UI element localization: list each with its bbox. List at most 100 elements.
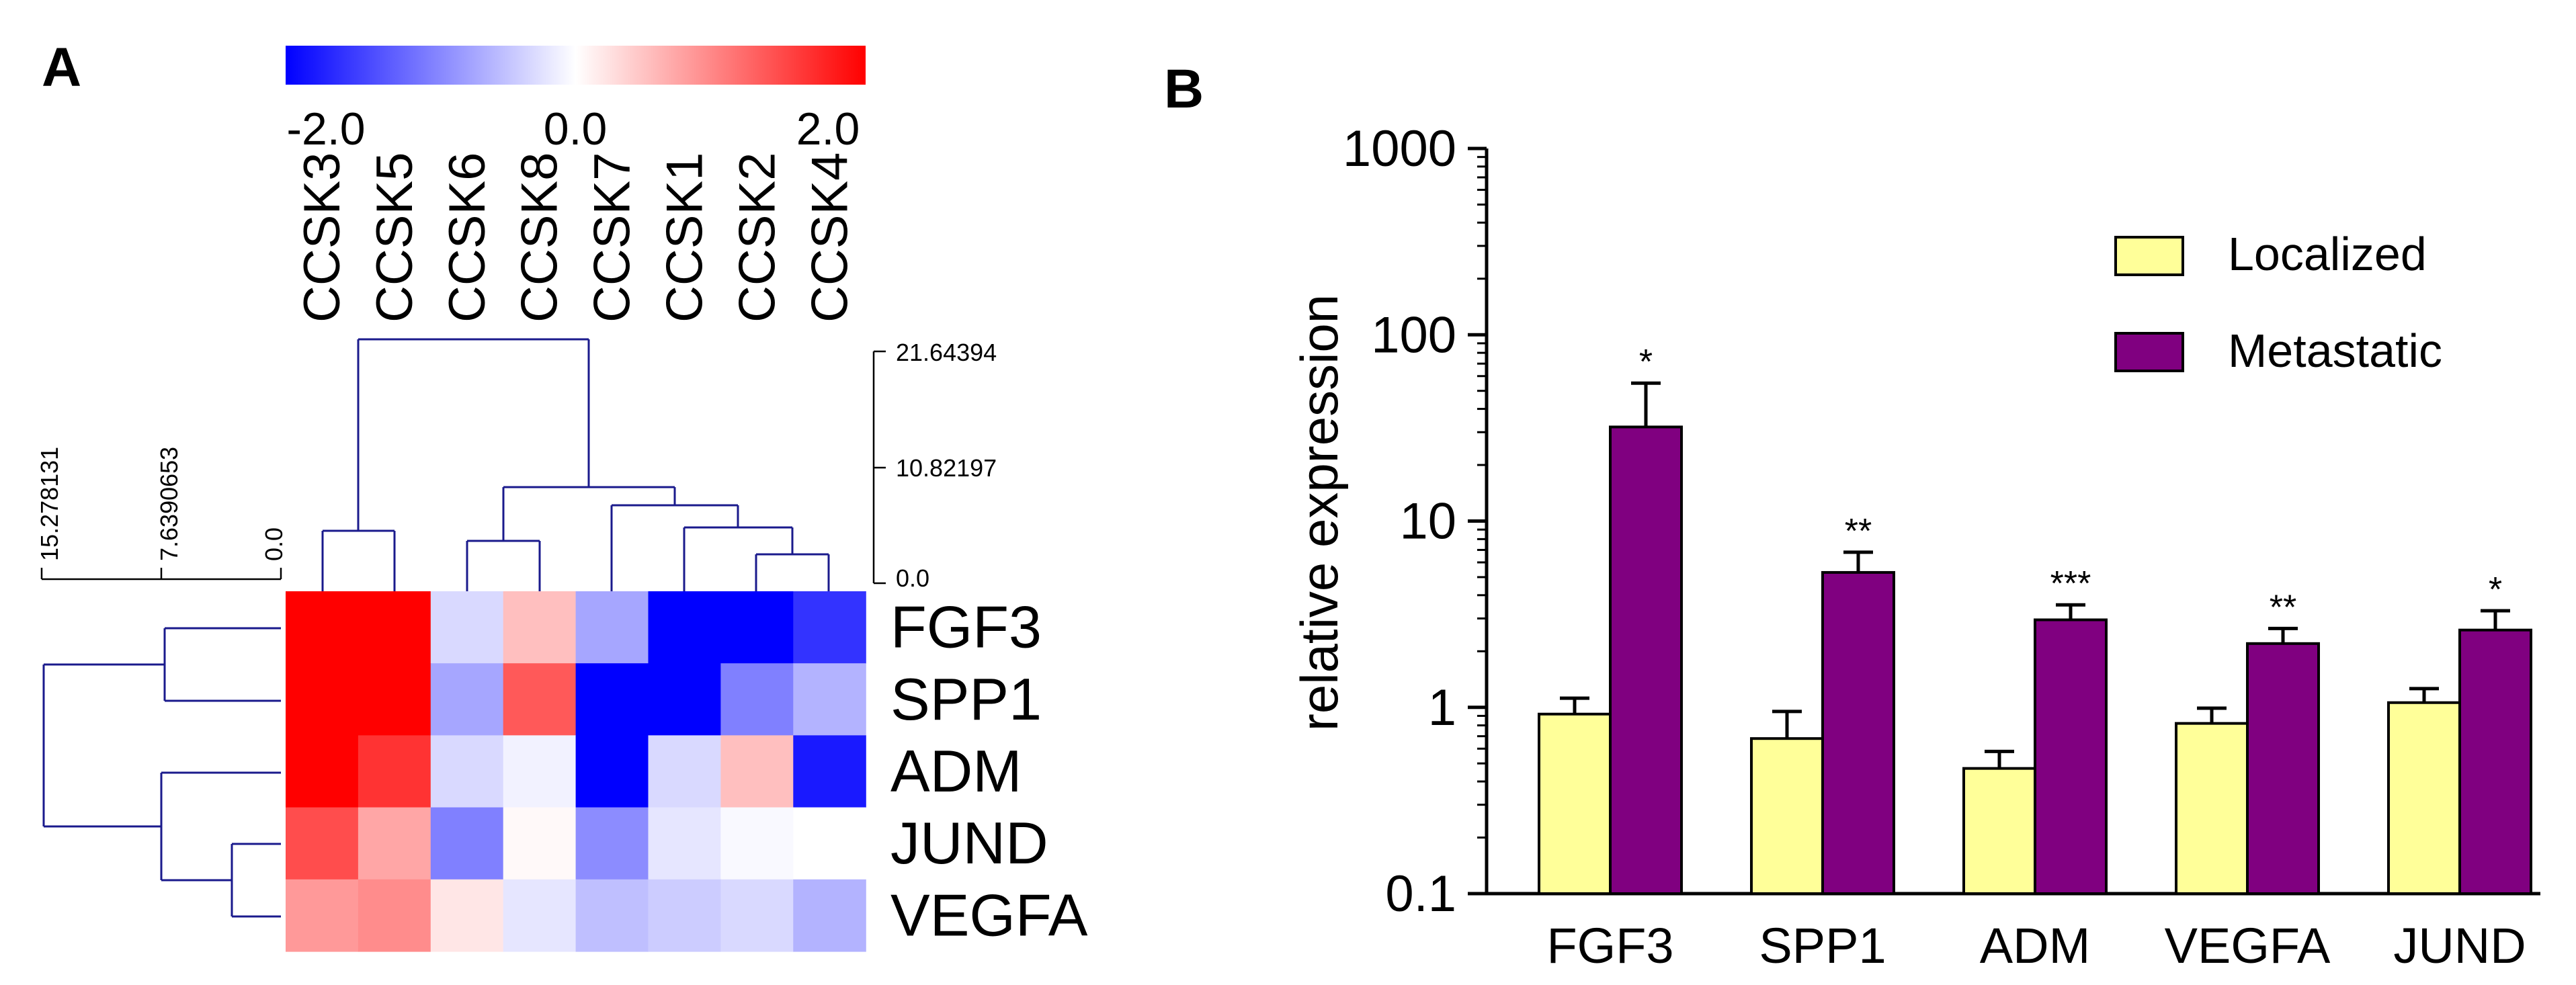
row-dendrogram-scale-labels: 15.278131 7.6390653 0.0 [36, 447, 288, 561]
legend-label-metastatic: Metastatic [2228, 325, 2442, 377]
bar-metastatic [2458, 628, 2532, 896]
y-tick-label: 10 [1399, 493, 1456, 550]
legend-swatch-metastatic [2114, 332, 2184, 372]
heatmap-cell [358, 591, 431, 664]
significance-marker: ** [1845, 512, 1872, 551]
bar-metastatic [1609, 425, 1683, 895]
legend-label-localized: Localized [2228, 228, 2427, 280]
heatmap-cell [358, 879, 431, 952]
significance-marker: * [1639, 343, 1653, 382]
column-dendrogram-scale [872, 350, 886, 585]
dendro-row-link [42, 663, 165, 828]
dendro-row-link [160, 771, 281, 882]
heatmap-column-label: CCSK6 [439, 153, 496, 323]
column-labels: CCSK3 CCSK5 CCSK6 CCSK8 CCSK7 CCSK1 CCSK2 CCSK4 [294, 153, 858, 323]
significance-marker: ** [2270, 588, 2296, 627]
heatmap-cell [575, 879, 649, 952]
bar-localized [1750, 737, 1824, 895]
x-tick-label: SPP1 [1759, 918, 1886, 974]
colorbar-label-mid: 0.0 [544, 103, 608, 155]
bar-metastatic [1821, 570, 1895, 895]
heatmap-cell [286, 879, 359, 952]
significance-marker: * [2489, 570, 2502, 609]
heatmap-cell [503, 591, 577, 664]
heatmap-cell [793, 591, 866, 664]
panel-b: B relative expression 0.1 1 10 100 1000 * FGF3… [1164, 58, 2540, 974]
legend: Localized Metastatic [2114, 228, 2442, 377]
heatmap-cell [793, 807, 866, 880]
heatmap-cell [286, 591, 359, 664]
heatmap-cell [503, 735, 577, 808]
heatmap-column-label: CCSK8 [511, 153, 569, 323]
heatmap-column-label: CCSK1 [656, 153, 713, 323]
heatmap-column-label: CCSK2 [729, 153, 786, 323]
dendro-col-link [502, 486, 676, 541]
heatmap-cell [358, 663, 431, 736]
row-dendrogram [42, 627, 281, 918]
row-dendrogram-scale [40, 568, 282, 581]
heatmap-cell [720, 735, 794, 808]
heatmap-cell [648, 591, 721, 664]
bar-metastatic [2246, 642, 2320, 895]
bar-localized [2387, 701, 2461, 896]
heatmap-row-label: VEGFA [890, 882, 1088, 948]
column-dendrogram-scale-labels: 21.64394 10.82197 0.0 [896, 339, 997, 592]
heatmap-cell [648, 663, 721, 736]
dendro-col-link [610, 504, 739, 591]
x-tick-label: ADM [1980, 918, 2090, 974]
heatmap-cell [358, 735, 431, 808]
heatmap-row-label: JUND [890, 810, 1048, 876]
y-tick-label: 1 [1428, 679, 1456, 736]
panel-a-label: A [42, 37, 81, 98]
heatmap-cell [286, 735, 359, 808]
heatmap-column-label: CCSK5 [366, 153, 423, 323]
row-scale-label: 7.6390653 [155, 447, 183, 561]
bar-plot-area: 0.1 1 10 100 1000 * FGF3 ** SPP1 *** ADM ** VEGFA * JU… [1343, 120, 2540, 974]
heatmap-cell [648, 807, 721, 880]
x-tick-label: JUND [2393, 918, 2526, 974]
col-scale-label: 21.64394 [896, 339, 997, 366]
heatmap-cell [286, 807, 359, 880]
y-axis-label: relative expression [1290, 294, 1349, 731]
significance-marker: *** [2050, 564, 2091, 603]
panel-a: A -2.0 0.0 2.0 CCSK3 CCSK5 CCSK6 CCSK8 CCSK7… [36, 37, 1088, 952]
heatmap-cell [720, 663, 794, 736]
column-dendrogram [321, 338, 830, 591]
heatmap-cell [793, 663, 866, 736]
heatmap-cell [430, 879, 504, 952]
heatmap-cell [503, 663, 577, 736]
heatmap-cell [648, 735, 721, 808]
heatmap-cell [793, 879, 866, 952]
bar-localized [1962, 767, 2036, 896]
x-tick-label: VEGFA [2165, 918, 2331, 974]
y-tick-label: 100 [1371, 306, 1456, 363]
dendro-col-link [357, 338, 590, 531]
heatmap-cell [430, 663, 504, 736]
row-scale-label: 15.278131 [36, 447, 63, 561]
heatmap-cells [286, 591, 866, 952]
bar-localized [1538, 712, 1612, 895]
dendro-col-link [683, 526, 794, 591]
dendro-col-link [466, 540, 541, 591]
colorbar [286, 46, 866, 85]
y-tick-label: 1000 [1343, 120, 1456, 177]
dendro-row-link [163, 627, 281, 702]
bar-localized [2175, 722, 2249, 896]
heatmap-cell [720, 591, 794, 664]
heatmap-row-label: FGF3 [890, 594, 1042, 660]
heatmap-column-label: CCSK3 [294, 153, 351, 323]
heatmap-cell [720, 879, 794, 952]
dendro-col-link [321, 529, 396, 591]
dendro-col-link [755, 553, 830, 591]
heatmap-row-label: SPP1 [890, 666, 1042, 732]
heatmap-cell [430, 591, 504, 664]
heatmap-cell [358, 807, 431, 880]
heatmap-cell [575, 735, 649, 808]
heatmap-cell [430, 807, 504, 880]
col-scale-label: 0.0 [896, 564, 929, 592]
colorbar-label-min: -2.0 [286, 103, 365, 155]
heatmap-cell [286, 663, 359, 736]
heatmap-cell [503, 807, 577, 880]
